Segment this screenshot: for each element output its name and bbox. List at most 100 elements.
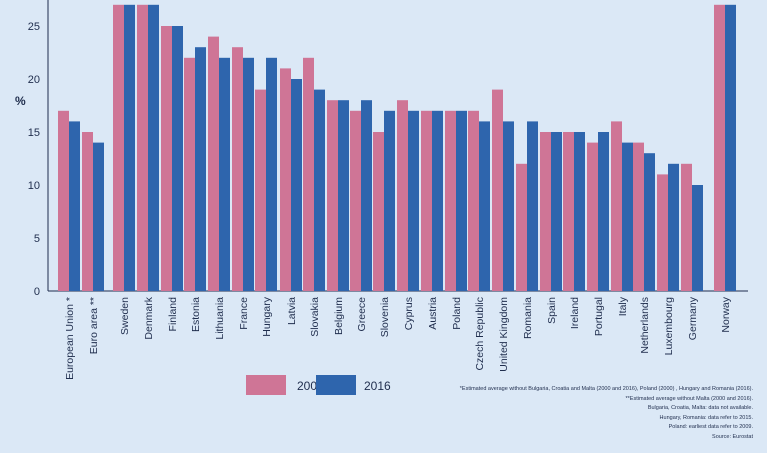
bar-2016	[692, 185, 703, 291]
legend: 2000 2016	[246, 375, 391, 395]
y-axis-label: %	[15, 94, 26, 108]
category-label: Spain	[546, 297, 558, 324]
category-label: Euro area **	[88, 297, 100, 354]
bar-2000	[303, 57, 314, 291]
category-label: Slovenia	[379, 297, 391, 337]
category-label: Italy	[617, 296, 629, 316]
category-label: Poland	[451, 297, 463, 330]
source-note: Source: Eurostat	[712, 433, 753, 440]
bar-2016	[408, 110, 419, 291]
bar-2000	[350, 110, 361, 291]
bar-2000	[255, 89, 266, 291]
category-label: France	[238, 297, 250, 330]
category-label: Norway	[720, 296, 732, 332]
bar-2016	[69, 121, 80, 292]
footnotes: *Estimated average without Bulgaria, Cro…	[423, 385, 753, 443]
bar-2000	[82, 132, 93, 291]
y-tick-label: 25	[28, 21, 40, 33]
bars	[58, 4, 736, 292]
bar-2016	[338, 100, 349, 291]
bar-2000	[714, 4, 725, 292]
bar-2000	[633, 142, 644, 291]
bar-2000	[113, 4, 124, 292]
y-tick-label: 5	[34, 233, 40, 245]
category-label: Netherlands	[639, 297, 651, 354]
bar-2000	[137, 4, 148, 292]
bar-2016	[598, 132, 609, 291]
footnote: *Estimated average without Bulgaria, Cro…	[459, 386, 753, 392]
y-tick-label: 0	[34, 286, 40, 298]
footnote: Poland: earliest data refer to 2009.	[668, 424, 753, 431]
category-label: United Kingdom	[498, 297, 510, 372]
bar-2016	[124, 4, 135, 292]
category-label: Belgium	[333, 297, 345, 335]
bar-2016	[622, 142, 633, 291]
bar-2000	[327, 100, 338, 291]
bar-2000	[492, 89, 503, 291]
bar-2016	[725, 4, 736, 292]
bar-2000	[184, 57, 195, 291]
category-label: Denmark	[143, 296, 155, 339]
category-label: Portugal	[593, 297, 605, 336]
category-label: European Union *	[64, 297, 76, 380]
bar-2016	[93, 142, 104, 291]
category-label: Finland	[167, 297, 179, 332]
bar-2000	[58, 110, 69, 291]
category-label: Hungary	[261, 296, 273, 336]
bar-2016	[384, 110, 395, 291]
category-label: Luxembourg	[663, 297, 675, 356]
category-label: Austria	[427, 297, 439, 330]
y-tick-label: 20	[28, 74, 40, 86]
bar-2016	[219, 57, 230, 291]
bar-2016	[503, 121, 514, 292]
category-labels: European Union * Euro area ** Sweden Denmar…	[64, 296, 732, 380]
bar-2000	[445, 110, 456, 291]
footnote: Hungary, Romania: data refer to 2015.	[659, 414, 753, 421]
legend-swatch-2000	[246, 375, 286, 395]
y-tick-label: 15	[28, 127, 40, 139]
bar-2016	[456, 110, 467, 291]
category-label: Ireland	[569, 297, 581, 329]
bar-2016	[574, 132, 585, 291]
category-label: Sweden	[119, 297, 131, 335]
footnote: Bulgaria, Croatia, Malta: data not avail…	[647, 405, 753, 412]
bar-2016	[266, 57, 277, 291]
bar-2000	[681, 163, 692, 291]
bar-2000	[587, 142, 598, 291]
bar-2000	[540, 132, 551, 291]
bar-2000	[280, 68, 291, 292]
bar-2000	[611, 121, 622, 292]
bar-2000	[468, 110, 479, 291]
bar-2016	[361, 100, 372, 291]
bar-2000	[516, 163, 527, 291]
category-label: Germany	[687, 296, 699, 340]
bar-2000	[161, 26, 172, 291]
bar-2016	[195, 47, 206, 292]
bar-2000	[232, 47, 243, 292]
bar-2016	[291, 79, 302, 291]
bar-2016	[644, 153, 655, 291]
bar-2000	[421, 110, 432, 291]
category-label: Romania	[522, 297, 534, 339]
bar-2016	[172, 26, 183, 291]
bar-2016	[527, 121, 538, 292]
bar-2016	[314, 89, 325, 291]
footnote: **Estimated average without Malta (2000 …	[625, 395, 754, 402]
bar-2000	[397, 100, 408, 291]
category-label: Greece	[356, 297, 368, 332]
category-label: Cyprus	[403, 297, 415, 330]
bar-2016	[148, 4, 159, 292]
category-label: Lithuania	[214, 297, 226, 340]
legend-label-2016: 2016	[364, 379, 391, 393]
bar-2000	[208, 36, 219, 291]
bar-2016	[432, 110, 443, 291]
legend-swatch-2016	[316, 375, 356, 395]
bar-2000	[657, 174, 668, 291]
category-label: Slovakia	[309, 297, 321, 337]
category-label: Czech Republic	[474, 297, 486, 371]
bar-2016	[243, 57, 254, 291]
category-label: Estonia	[190, 297, 202, 332]
bar-2000	[563, 132, 574, 291]
y-tick-label: 10	[28, 180, 40, 192]
